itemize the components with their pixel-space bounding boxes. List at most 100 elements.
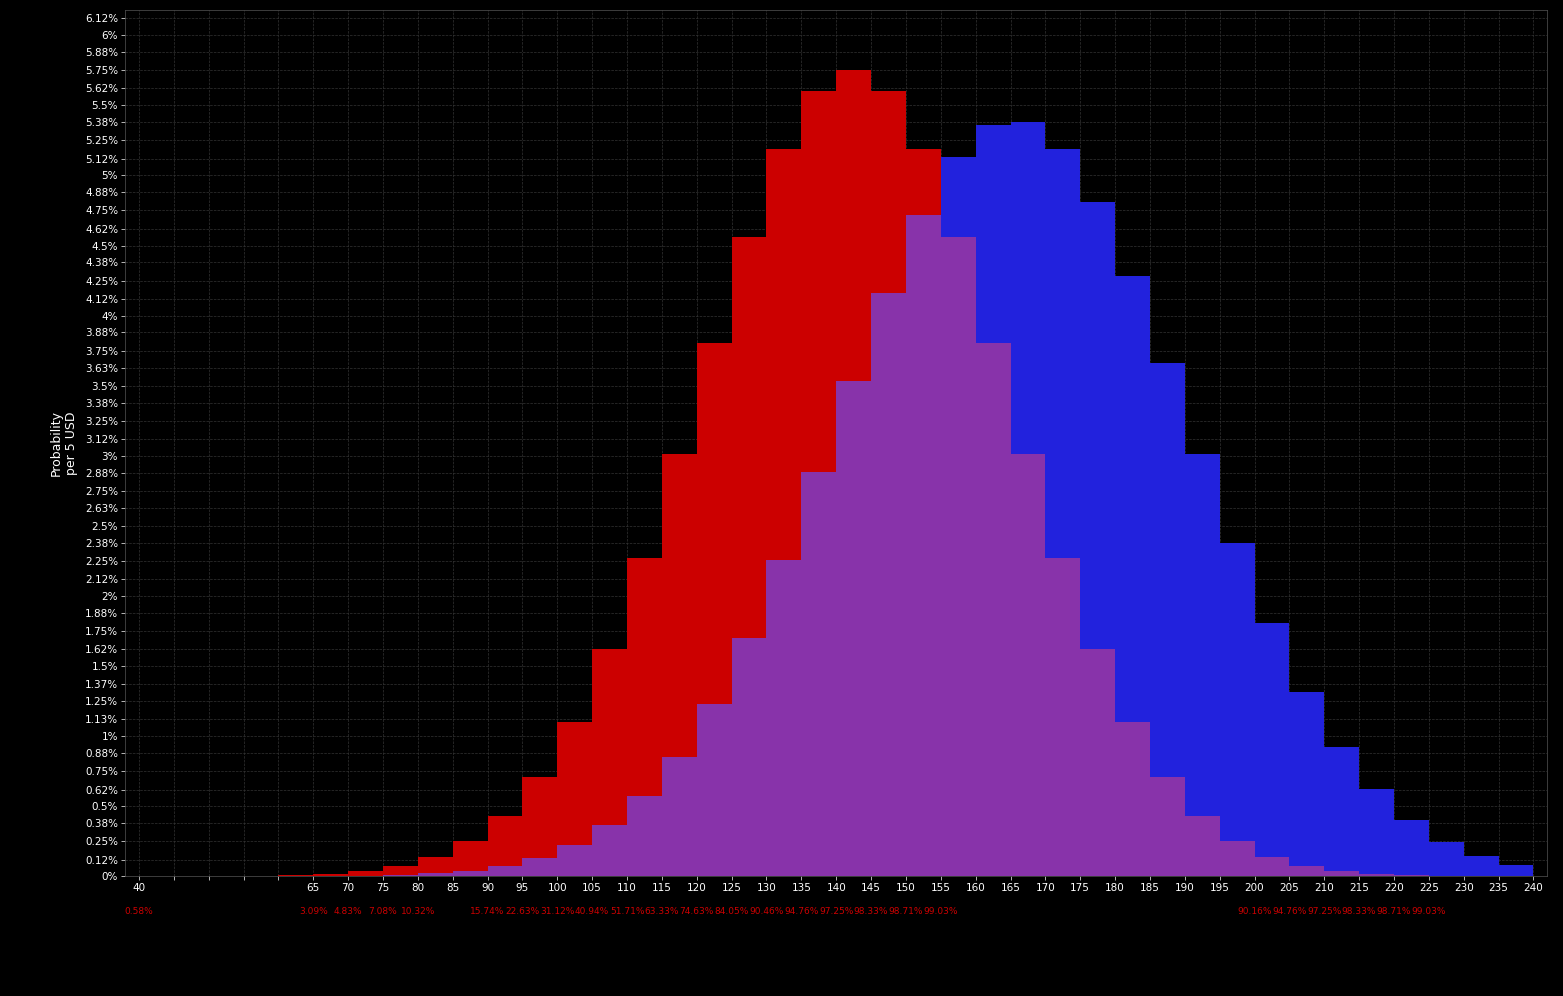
Text: 63.33%: 63.33%: [644, 907, 680, 916]
Bar: [802, 472, 836, 876]
Text: 97.25%: 97.25%: [1307, 907, 1341, 916]
Bar: [871, 293, 907, 876]
Bar: [1499, 865, 1533, 876]
Bar: [661, 757, 697, 876]
Bar: [836, 380, 871, 876]
Bar: [871, 91, 907, 876]
Bar: [907, 215, 941, 876]
Bar: [802, 91, 836, 876]
Bar: [941, 157, 975, 876]
Text: 10.32%: 10.32%: [400, 907, 435, 916]
Bar: [697, 344, 731, 876]
Text: 99.03%: 99.03%: [1411, 907, 1446, 916]
Bar: [1114, 722, 1150, 876]
Bar: [975, 125, 1011, 876]
Bar: [522, 858, 558, 876]
Text: 40.94%: 40.94%: [575, 907, 610, 916]
Bar: [1360, 874, 1394, 876]
Bar: [1011, 454, 1046, 876]
Bar: [661, 454, 697, 876]
Bar: [941, 237, 975, 876]
Bar: [1394, 821, 1429, 876]
Text: 90.46%: 90.46%: [749, 907, 783, 916]
Bar: [383, 874, 417, 876]
Bar: [417, 857, 453, 876]
Bar: [453, 841, 488, 876]
Bar: [592, 825, 627, 876]
Bar: [1360, 874, 1394, 876]
Bar: [1185, 816, 1219, 876]
Bar: [766, 560, 802, 876]
Bar: [975, 344, 1011, 876]
Bar: [697, 704, 731, 876]
Bar: [1080, 649, 1114, 876]
Bar: [661, 757, 697, 876]
Bar: [627, 797, 661, 876]
Bar: [627, 797, 661, 876]
Text: 84.05%: 84.05%: [714, 907, 749, 916]
Bar: [1255, 857, 1289, 876]
Bar: [313, 874, 349, 876]
Text: 90.16%: 90.16%: [1238, 907, 1272, 916]
Bar: [941, 237, 975, 876]
Bar: [1255, 857, 1289, 876]
Bar: [278, 875, 313, 876]
Bar: [836, 71, 871, 876]
Text: 94.76%: 94.76%: [785, 907, 819, 916]
Text: 15.74%: 15.74%: [470, 907, 505, 916]
Bar: [871, 293, 907, 876]
Bar: [1289, 692, 1324, 876]
Bar: [802, 472, 836, 876]
Text: 22.63%: 22.63%: [505, 907, 539, 916]
Text: 31.12%: 31.12%: [541, 907, 575, 916]
Bar: [1324, 872, 1360, 876]
Bar: [1080, 202, 1114, 876]
Bar: [731, 638, 766, 876]
Bar: [1255, 623, 1289, 876]
Text: 99.03%: 99.03%: [924, 907, 958, 916]
Bar: [1114, 722, 1150, 876]
Bar: [558, 722, 592, 876]
Bar: [1219, 841, 1255, 876]
Bar: [1150, 777, 1185, 876]
Bar: [417, 873, 453, 876]
Text: 98.33%: 98.33%: [853, 907, 888, 916]
Bar: [1046, 148, 1080, 876]
Bar: [1289, 867, 1324, 876]
Bar: [453, 871, 488, 876]
Bar: [383, 874, 417, 876]
Bar: [558, 845, 592, 876]
Bar: [1150, 777, 1185, 876]
Bar: [697, 704, 731, 876]
Bar: [731, 237, 766, 876]
Bar: [1046, 559, 1080, 876]
Bar: [1219, 841, 1255, 876]
Bar: [522, 858, 558, 876]
Bar: [836, 380, 871, 876]
Bar: [1150, 363, 1185, 876]
Bar: [1394, 875, 1429, 876]
Bar: [1289, 867, 1324, 876]
Bar: [383, 867, 417, 876]
Bar: [1046, 559, 1080, 876]
Bar: [731, 638, 766, 876]
Bar: [488, 816, 522, 876]
Bar: [907, 149, 941, 876]
Bar: [1080, 649, 1114, 876]
Text: 0.58%: 0.58%: [125, 907, 153, 916]
Bar: [417, 873, 453, 876]
Text: 51.71%: 51.71%: [610, 907, 644, 916]
Bar: [453, 871, 488, 876]
Bar: [592, 825, 627, 876]
Y-axis label: Probability
per 5 USD: Probability per 5 USD: [50, 410, 78, 476]
Bar: [1011, 123, 1046, 876]
Bar: [907, 215, 941, 876]
Bar: [1463, 856, 1499, 876]
Bar: [349, 872, 383, 876]
Bar: [766, 560, 802, 876]
Bar: [1394, 875, 1429, 876]
Bar: [627, 559, 661, 876]
Bar: [1011, 454, 1046, 876]
Text: 98.71%: 98.71%: [1377, 907, 1411, 916]
Bar: [1324, 872, 1360, 876]
